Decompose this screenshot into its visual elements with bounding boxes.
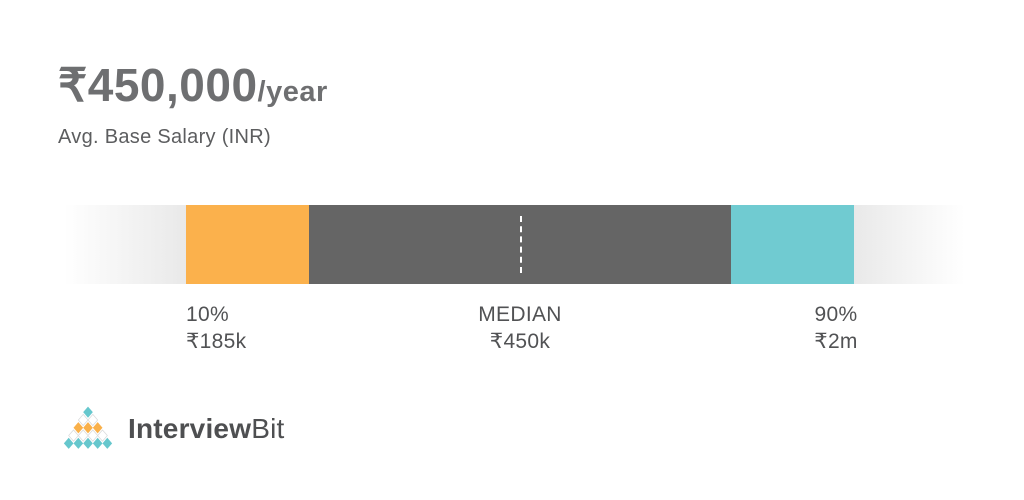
interviewbit-pyramid-icon bbox=[63, 406, 113, 449]
percentile-90-tier: 90% bbox=[814, 303, 858, 326]
percentile-10-value: ₹185k bbox=[186, 330, 247, 353]
percentile-90-value: ₹2m bbox=[814, 330, 858, 353]
brand-primary: Interview bbox=[128, 412, 252, 444]
median-tier: MEDIAN bbox=[478, 303, 562, 326]
bar-segment-low-percentile bbox=[186, 205, 309, 284]
brand-secondary: Bit bbox=[251, 412, 285, 444]
median-value: ₹450k bbox=[489, 330, 551, 353]
bar-segment-high-percentile bbox=[731, 205, 854, 284]
label-percentile-90: 90% ₹2m bbox=[716, 301, 956, 355]
salary-amount: ₹450,000 bbox=[58, 59, 258, 111]
salary-range-bar bbox=[64, 205, 965, 284]
brand-wordmark: InterviewBit bbox=[128, 413, 284, 445]
footer-brand: InterviewBit bbox=[62, 406, 284, 451]
page-title: ₹450,000/year bbox=[58, 58, 328, 112]
label-median: MEDIAN ₹450k bbox=[400, 301, 640, 355]
label-percentile-10: 10% ₹185k bbox=[186, 301, 246, 355]
median-dashed-line bbox=[520, 216, 522, 273]
percentile-10-tier: 10% bbox=[186, 303, 229, 326]
salary-subtitle: Avg. Base Salary (INR) bbox=[58, 126, 271, 148]
header: ₹450,000/year Avg. Base Salary (INR) bbox=[58, 58, 328, 149]
bar-fade-right bbox=[854, 205, 965, 284]
bar-segment-mid-range bbox=[309, 205, 731, 284]
percentile-labels: 10% ₹185k MEDIAN ₹450k 90% ₹2m bbox=[0, 301, 1024, 361]
salary-period: /year bbox=[257, 76, 328, 108]
bar-fade-left bbox=[64, 205, 186, 284]
